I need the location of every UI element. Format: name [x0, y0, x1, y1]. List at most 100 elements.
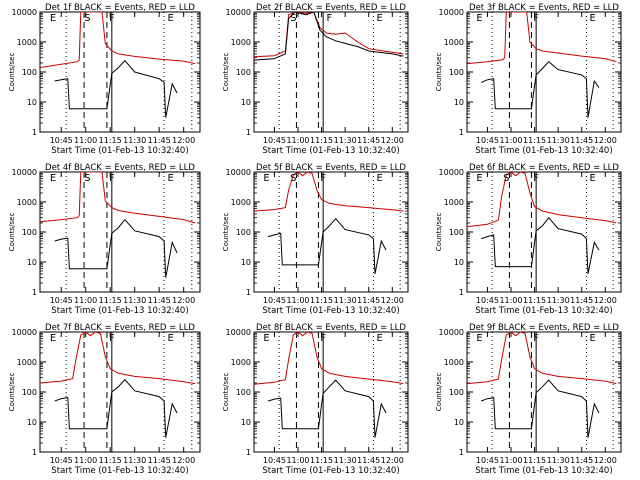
- y-axis-label: Counts/sec: [222, 213, 230, 252]
- x-tick-label: 11:45: [357, 456, 380, 465]
- x-tick-label: 11:00: [499, 456, 522, 465]
- y-tick-label: 1000: [444, 358, 464, 367]
- lld-series-line: [40, 12, 196, 69]
- interval-label: F: [533, 173, 539, 184]
- x-axis-label: Start Time (01-Feb-13 10:32:40): [475, 146, 612, 156]
- panel-9: 1 10 100 1000 10000 10:45 11:00 11:15 11:30 11:45…: [435, 323, 622, 476]
- y-tick-label: 100: [449, 388, 464, 397]
- panel-title: Det 1f BLACK = Events, RED = LLD: [45, 3, 195, 13]
- y-tick-label: 10000: [439, 8, 464, 17]
- y-tick-label: 1: [459, 128, 464, 137]
- y-tick-label: 10: [241, 418, 251, 427]
- x-tick-label: 11:30: [334, 136, 357, 145]
- interval-label: E: [167, 173, 173, 184]
- panel-3: 1 10 100 1000 10000 10:45 11:00 11:15 11:30 11:45…: [435, 3, 622, 156]
- x-tick-label: 11:30: [547, 296, 570, 305]
- interval-label: F: [109, 13, 115, 24]
- x-tick-label: 11:00: [74, 136, 97, 145]
- interval-label: F: [109, 173, 115, 184]
- x-tick-label: 12:00: [172, 136, 195, 145]
- y-tick-label: 100: [449, 68, 464, 77]
- x-axis-label: Start Time (01-Feb-13 10:32:40): [51, 306, 188, 316]
- panel-title: Det 7f BLACK = Events, RED = LLD: [45, 323, 195, 333]
- x-tick-label: 11:15: [310, 296, 333, 305]
- y-tick-label: 1000: [17, 198, 37, 207]
- y-tick-label: 100: [449, 228, 464, 237]
- panel-title: Det 8f BLACK = Events, RED = LLD: [256, 323, 406, 333]
- interval-label: E: [476, 13, 482, 24]
- interval-label: E: [263, 333, 269, 344]
- x-tick-label: 12:00: [594, 136, 617, 145]
- panel-7: 1 10 100 1000 10000 10:45 11:00 11:15 11:30 11:45…: [8, 323, 201, 476]
- y-axis-label: Counts/sec: [435, 53, 443, 92]
- panel-title: Det 9f BLACK = Events, RED = LLD: [469, 323, 619, 333]
- x-tick-label: 11:00: [286, 456, 309, 465]
- panel-title: Det 2f BLACK = Events, RED = LLD: [256, 3, 406, 13]
- interval-label: E: [167, 13, 173, 24]
- x-axis-label: Start Time (01-Feb-13 10:32:40): [51, 146, 188, 156]
- y-tick-label: 1: [459, 288, 464, 297]
- events-series-line: [267, 379, 387, 438]
- lld-series-line: [40, 332, 196, 385]
- interval-label: E: [590, 13, 596, 24]
- events-series-line: [54, 59, 178, 118]
- y-tick-label: 10: [454, 418, 464, 427]
- x-tick-label: 10:45: [476, 456, 499, 465]
- x-axis-label: Start Time (01-Feb-13 10:32:40): [262, 306, 399, 316]
- x-tick-label: 11:30: [547, 136, 570, 145]
- interval-label: E: [50, 333, 56, 344]
- interval-label: E: [167, 333, 173, 344]
- y-tick-label: 1000: [231, 38, 251, 47]
- plot-area: [40, 172, 196, 292]
- x-tick-label: 11:15: [523, 296, 546, 305]
- interval-label: F: [327, 13, 333, 24]
- x-tick-label: 11:30: [334, 456, 357, 465]
- y-tick-label: 10000: [226, 328, 251, 337]
- x-tick-label: 10:45: [50, 136, 73, 145]
- x-tick-label: 11:00: [74, 456, 97, 465]
- plot-frame: [253, 331, 409, 453]
- y-tick-label: 1: [246, 448, 251, 457]
- x-tick-label: 10:45: [50, 296, 73, 305]
- y-tick-label: 100: [22, 228, 37, 237]
- interval-label: E: [377, 13, 383, 24]
- x-tick-label: 11:30: [123, 136, 146, 145]
- y-tick-label: 1000: [17, 38, 37, 47]
- y-tick-label: 100: [22, 388, 37, 397]
- y-axis-label: Counts/sec: [222, 53, 230, 92]
- x-tick-label: 11:45: [148, 136, 171, 145]
- y-tick-label: 100: [22, 68, 37, 77]
- y-tick-label: 10: [27, 98, 37, 107]
- x-axis-label: Start Time (01-Feb-13 10:32:40): [475, 306, 612, 316]
- x-tick-label: 12:00: [172, 456, 195, 465]
- x-tick-label: 12:00: [594, 456, 617, 465]
- y-tick-label: 10000: [439, 328, 464, 337]
- x-tick-label: 11:45: [357, 296, 380, 305]
- y-tick-label: 10: [241, 258, 251, 267]
- x-tick-label: 11:15: [523, 456, 546, 465]
- y-tick-label: 10000: [439, 168, 464, 177]
- y-axis-label: Counts/sec: [222, 373, 230, 412]
- x-tick-label: 10:45: [263, 296, 286, 305]
- plot-frame: [466, 11, 622, 133]
- interval-label: E: [590, 333, 596, 344]
- x-tick-label: 10:45: [263, 456, 286, 465]
- y-tick-label: 1: [32, 288, 37, 297]
- interval-label: S: [290, 173, 296, 184]
- x-axis-label: Start Time (01-Feb-13 10:32:40): [475, 466, 612, 476]
- interval-label: E: [263, 173, 269, 184]
- y-tick-label: 10: [27, 258, 37, 267]
- x-tick-label: 11:45: [148, 456, 171, 465]
- plot-frame: [39, 171, 201, 293]
- interval-label: E: [377, 333, 383, 344]
- interval-label: F: [109, 333, 115, 344]
- x-tick-label: 11:00: [286, 136, 309, 145]
- x-tick-label: 11:15: [99, 456, 122, 465]
- panel-1: 1 10 100 1000 10000 10:45 11:00 11:15 11:30 11:45…: [8, 3, 201, 156]
- interval-label: E: [50, 173, 56, 184]
- plot-frame: [466, 171, 622, 293]
- x-tick-label: 10:45: [476, 296, 499, 305]
- x-tick-label: 12:00: [381, 296, 404, 305]
- plot-frame: [253, 11, 409, 133]
- x-tick-label: 11:30: [123, 456, 146, 465]
